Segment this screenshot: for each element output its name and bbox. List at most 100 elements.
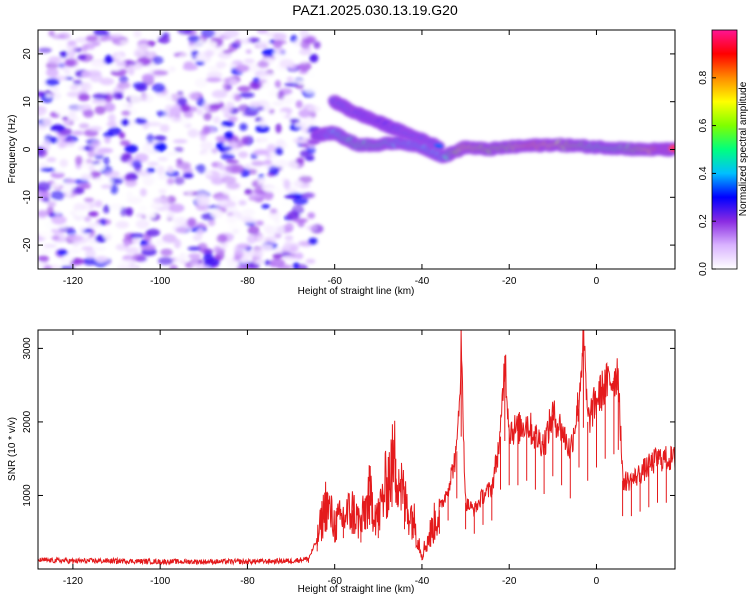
spectrogram-noise-blob [263,159,272,165]
spectrogram-noise-blob [284,235,294,241]
snr-ytick-label: 1000 [22,484,33,507]
spectrogram-noise-blob [56,40,71,47]
spectrogram-noise-blob [133,30,142,38]
spectrogram-noise-blob [112,92,123,100]
spectrogram-noise-blob [203,102,210,111]
spectrogram-noise-blob [139,188,147,197]
spectrogram-noise-blob [229,141,238,148]
spectrogram-noise-blob [251,160,265,167]
spectrogram-noise-blob [135,219,150,229]
spectrogram-ytick-label: -20 [22,237,33,252]
spectrogram-noise-blob [249,101,261,108]
spectrogram-noise-blob [114,39,122,45]
spectrogram-noise-blob [82,109,94,118]
spectrogram-noise-blob [144,50,156,59]
spectrogram-noise-blob [44,264,52,269]
spectrogram-noise-blob [140,244,156,251]
spectrogram-noise-blob [160,248,173,257]
spectrogram-noise-blob [268,235,277,245]
spectrogram-noise-blob [103,156,110,166]
spectrogram-noise-blob [195,195,210,206]
spectrogram-noise-blob [38,255,50,262]
spectrogram-noise-blob [293,179,304,188]
spectrogram-noise-blob [247,225,260,235]
spectrogram-noise-blob [295,100,303,109]
spectrogram-noise-blob [279,58,295,69]
snr-axes: -120 -100 -80 -60 -40 -20 0 1000 2000 3000 [22,330,675,587]
spectrogram-noise-blob [309,53,319,63]
spectrogram-xtick-label: -80 [240,276,255,287]
spectrogram-noise-blob [54,209,62,216]
colorbar-tick-label: 0.4 [698,166,709,180]
spectrogram-noise-blob [66,91,82,98]
spectrogram-noise-blob [187,92,201,101]
spectrogram-noise-blob [119,140,131,146]
spectrogram-noise-blob [53,225,67,231]
spectrogram-noise-blob [176,158,183,165]
spectrogram-noise-blob [176,97,188,106]
spectrogram-noise-blob [89,144,99,151]
spectrogram-noise-blob [223,112,231,119]
spectrogram-noise-blob [116,61,127,67]
spectrogram-noise-blob [48,30,55,37]
spectrogram-noise-blob [123,240,130,247]
spectrogram-noise-blob [259,243,274,252]
spectrogram-noise-blob [208,103,225,110]
spectrogram-noise-blob [119,75,129,84]
spectrogram-noise-blob [186,217,197,228]
snr-xtick-label: -100 [150,576,170,587]
spectrogram-noise-blob [275,47,286,55]
spectrogram-noise-blob [205,77,222,83]
spectrogram-noise-blob [225,101,235,109]
spectrogram-noise-blob [163,112,171,122]
snr-frame [37,329,676,570]
spectrogram-noise-blob [221,176,237,184]
spectrogram-noise-blob [51,235,60,240]
spectrogram-noise-blob [203,258,220,267]
spectrogram-noise-blob [192,234,203,242]
spectrogram-noise-blob [237,85,251,92]
spectrogram-noise-blob [259,73,275,78]
spectrogram-noise-blob [60,265,75,269]
spectrogram-noise-blob [222,82,233,92]
spectrogram-noise-blob [125,60,137,66]
spectrogram-noise-blob [303,84,319,94]
spectrogram-noise-blob [75,155,83,166]
spectrogram-noise-blob [307,212,316,219]
spectrogram-noise-blob [50,86,60,92]
spectrogram-noise-blob [269,258,286,268]
spectrogram-noise-blob [263,103,271,112]
spectrogram-noise-blob [141,113,155,120]
spectrogram-noise-blob [46,206,55,216]
spectrogram-noise-blob [41,140,51,150]
spectrogram-noise-blob [46,157,57,163]
spectrogram-noise-blob [118,39,130,45]
spectrogram-noise-blob [81,246,94,251]
spectrogram-noise-blob [280,143,288,149]
spectrogram-noise-blob [125,246,140,255]
spectrogram-noise-blob [270,151,277,162]
spectrogram-noise-blob [178,252,187,261]
spectrogram-noise-blob [187,246,201,251]
spectrogram-noise-blob [295,228,306,235]
spectrogram-noise-blob [157,257,174,265]
spectrogram-noise-blob [59,140,68,149]
spectrogram-noise-blob [219,200,228,206]
spectrogram-noise-blob [50,124,66,132]
spectrogram-noise-blob [38,47,52,53]
spectrogram-noise-blob [95,255,108,263]
spectrogram-noise-blob [50,190,65,201]
spectrogram-noise-blob [165,95,174,101]
spectrogram-noise-blob [82,232,90,238]
spectrogram-noise-blob [196,108,204,116]
spectrogram-noise-blob [220,106,230,114]
spectrogram-noise-blob [307,71,317,80]
spectrogram-noise-blob [275,186,282,195]
spectrogram-noise-blob [226,182,241,190]
spectrogram-noise-blob [268,165,280,175]
spectrogram-noise-blob [240,38,251,45]
spectrogram-noise-blob [63,253,74,263]
colorbar-tick-label: 0.8 [698,70,709,84]
spectrogram-noise-blob [297,264,308,269]
spectrogram-noise-blob [154,135,167,142]
